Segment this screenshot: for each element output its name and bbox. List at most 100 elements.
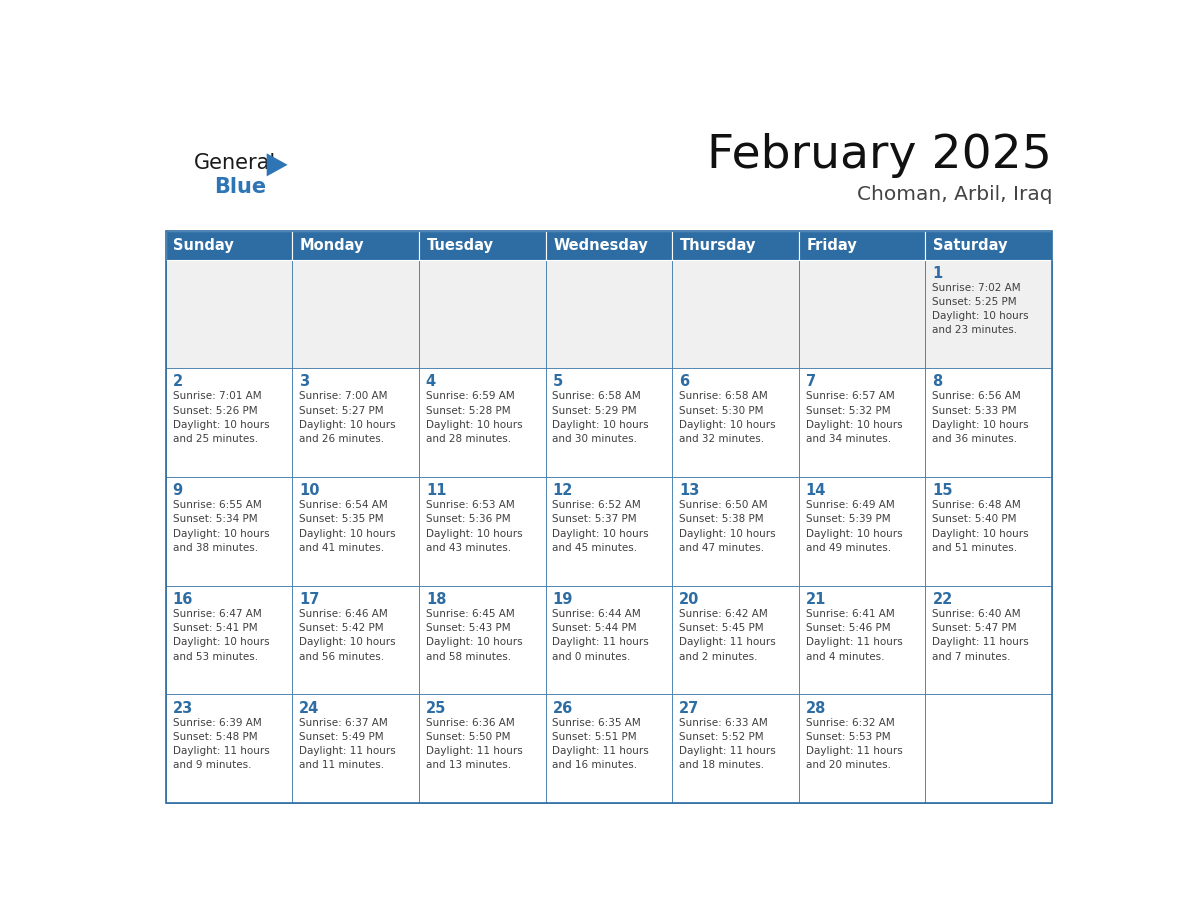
Text: Sunrise: 6:41 AM: Sunrise: 6:41 AM (805, 609, 895, 619)
Text: 8: 8 (933, 375, 943, 389)
Text: and 53 minutes.: and 53 minutes. (172, 652, 258, 662)
Text: Sunrise: 6:57 AM: Sunrise: 6:57 AM (805, 391, 895, 401)
Text: Sunrise: 6:42 AM: Sunrise: 6:42 AM (680, 609, 767, 619)
Text: Daylight: 10 hours: Daylight: 10 hours (805, 529, 903, 539)
Bar (292, 368, 419, 477)
Text: Sunset: 5:28 PM: Sunset: 5:28 PM (425, 406, 511, 416)
Text: and 56 minutes.: and 56 minutes. (299, 652, 384, 662)
Bar (798, 694, 925, 803)
Text: Saturday: Saturday (934, 238, 1007, 252)
Text: 16: 16 (172, 592, 192, 607)
Text: Daylight: 11 hours: Daylight: 11 hours (933, 637, 1029, 647)
Bar (925, 694, 1053, 803)
Text: 1: 1 (933, 265, 943, 281)
Text: Daylight: 10 hours: Daylight: 10 hours (172, 529, 270, 539)
Text: and 34 minutes.: and 34 minutes. (805, 434, 891, 444)
Text: 24: 24 (299, 700, 320, 716)
Text: Sunrise: 6:44 AM: Sunrise: 6:44 AM (552, 609, 642, 619)
Text: and 16 minutes.: and 16 minutes. (552, 760, 638, 770)
Bar (165, 231, 1053, 803)
Bar (798, 477, 925, 586)
Bar (672, 260, 798, 368)
Text: Sunset: 5:53 PM: Sunset: 5:53 PM (805, 732, 891, 742)
Bar (925, 586, 1053, 694)
Text: Sunset: 5:45 PM: Sunset: 5:45 PM (680, 623, 764, 633)
Text: Daylight: 10 hours: Daylight: 10 hours (933, 420, 1029, 430)
Text: Sunrise: 6:50 AM: Sunrise: 6:50 AM (680, 500, 767, 510)
Text: Sunset: 5:36 PM: Sunset: 5:36 PM (425, 514, 511, 524)
Text: 2: 2 (172, 375, 183, 389)
Text: 13: 13 (680, 483, 700, 498)
Text: 6: 6 (680, 375, 689, 389)
Text: 4: 4 (425, 375, 436, 389)
Text: Sunrise: 6:59 AM: Sunrise: 6:59 AM (425, 391, 514, 401)
Text: Sunrise: 6:37 AM: Sunrise: 6:37 AM (299, 718, 388, 728)
Bar (798, 368, 925, 477)
Text: and 26 minutes.: and 26 minutes. (299, 434, 384, 444)
Text: 7: 7 (805, 375, 816, 389)
Text: Sunrise: 6:52 AM: Sunrise: 6:52 AM (552, 500, 642, 510)
Bar (798, 586, 925, 694)
Text: Tuesday: Tuesday (426, 238, 494, 252)
Bar (419, 694, 545, 803)
Text: 20: 20 (680, 592, 700, 607)
Text: Daylight: 10 hours: Daylight: 10 hours (425, 637, 523, 647)
Text: and 47 minutes.: and 47 minutes. (680, 543, 764, 553)
Text: Sunset: 5:40 PM: Sunset: 5:40 PM (933, 514, 1017, 524)
Text: 3: 3 (299, 375, 309, 389)
Text: Sunset: 5:37 PM: Sunset: 5:37 PM (552, 514, 637, 524)
Text: Sunset: 5:38 PM: Sunset: 5:38 PM (680, 514, 764, 524)
Bar (925, 231, 1053, 260)
Text: Sunset: 5:35 PM: Sunset: 5:35 PM (299, 514, 384, 524)
Text: and 25 minutes.: and 25 minutes. (172, 434, 258, 444)
Bar (545, 368, 672, 477)
Text: and 9 minutes.: and 9 minutes. (172, 760, 251, 770)
Bar (545, 477, 672, 586)
Text: Sunrise: 6:58 AM: Sunrise: 6:58 AM (680, 391, 767, 401)
Text: Daylight: 10 hours: Daylight: 10 hours (552, 420, 649, 430)
Bar (165, 260, 292, 368)
Text: Sunrise: 6:58 AM: Sunrise: 6:58 AM (552, 391, 642, 401)
Bar (925, 477, 1053, 586)
Text: Daylight: 10 hours: Daylight: 10 hours (680, 420, 776, 430)
Text: Sunrise: 7:02 AM: Sunrise: 7:02 AM (933, 283, 1022, 293)
Text: and 58 minutes.: and 58 minutes. (425, 652, 511, 662)
Text: 18: 18 (425, 592, 447, 607)
Text: Sunset: 5:49 PM: Sunset: 5:49 PM (299, 732, 384, 742)
Text: Daylight: 10 hours: Daylight: 10 hours (552, 529, 649, 539)
Text: 17: 17 (299, 592, 320, 607)
Text: 10: 10 (299, 483, 320, 498)
Bar (545, 231, 672, 260)
Text: Daylight: 10 hours: Daylight: 10 hours (299, 637, 396, 647)
Text: Sunset: 5:44 PM: Sunset: 5:44 PM (552, 623, 637, 633)
Bar (165, 368, 292, 477)
Text: Sunrise: 6:40 AM: Sunrise: 6:40 AM (933, 609, 1022, 619)
Text: and 43 minutes.: and 43 minutes. (425, 543, 511, 553)
Bar (672, 586, 798, 694)
Bar (925, 260, 1053, 368)
Text: Daylight: 11 hours: Daylight: 11 hours (172, 746, 270, 756)
Text: Sunset: 5:27 PM: Sunset: 5:27 PM (299, 406, 384, 416)
Text: Sunset: 5:39 PM: Sunset: 5:39 PM (805, 514, 891, 524)
Text: Daylight: 10 hours: Daylight: 10 hours (425, 420, 523, 430)
Text: Sunrise: 7:01 AM: Sunrise: 7:01 AM (172, 391, 261, 401)
Text: Sunday: Sunday (173, 238, 234, 252)
Text: General: General (194, 152, 276, 173)
Text: and 2 minutes.: and 2 minutes. (680, 652, 758, 662)
Text: Friday: Friday (807, 238, 858, 252)
Text: 11: 11 (425, 483, 447, 498)
Bar (419, 260, 545, 368)
Bar (292, 260, 419, 368)
Text: Sunrise: 6:35 AM: Sunrise: 6:35 AM (552, 718, 642, 728)
Text: and 11 minutes.: and 11 minutes. (299, 760, 384, 770)
Bar (419, 477, 545, 586)
Text: and 38 minutes.: and 38 minutes. (172, 543, 258, 553)
Text: Daylight: 11 hours: Daylight: 11 hours (299, 746, 396, 756)
Bar (165, 694, 292, 803)
Text: Daylight: 10 hours: Daylight: 10 hours (299, 420, 396, 430)
Text: Blue: Blue (214, 177, 266, 196)
Text: Sunrise: 6:46 AM: Sunrise: 6:46 AM (299, 609, 388, 619)
Text: Daylight: 10 hours: Daylight: 10 hours (680, 529, 776, 539)
Text: and 36 minutes.: and 36 minutes. (933, 434, 1018, 444)
Bar (545, 586, 672, 694)
